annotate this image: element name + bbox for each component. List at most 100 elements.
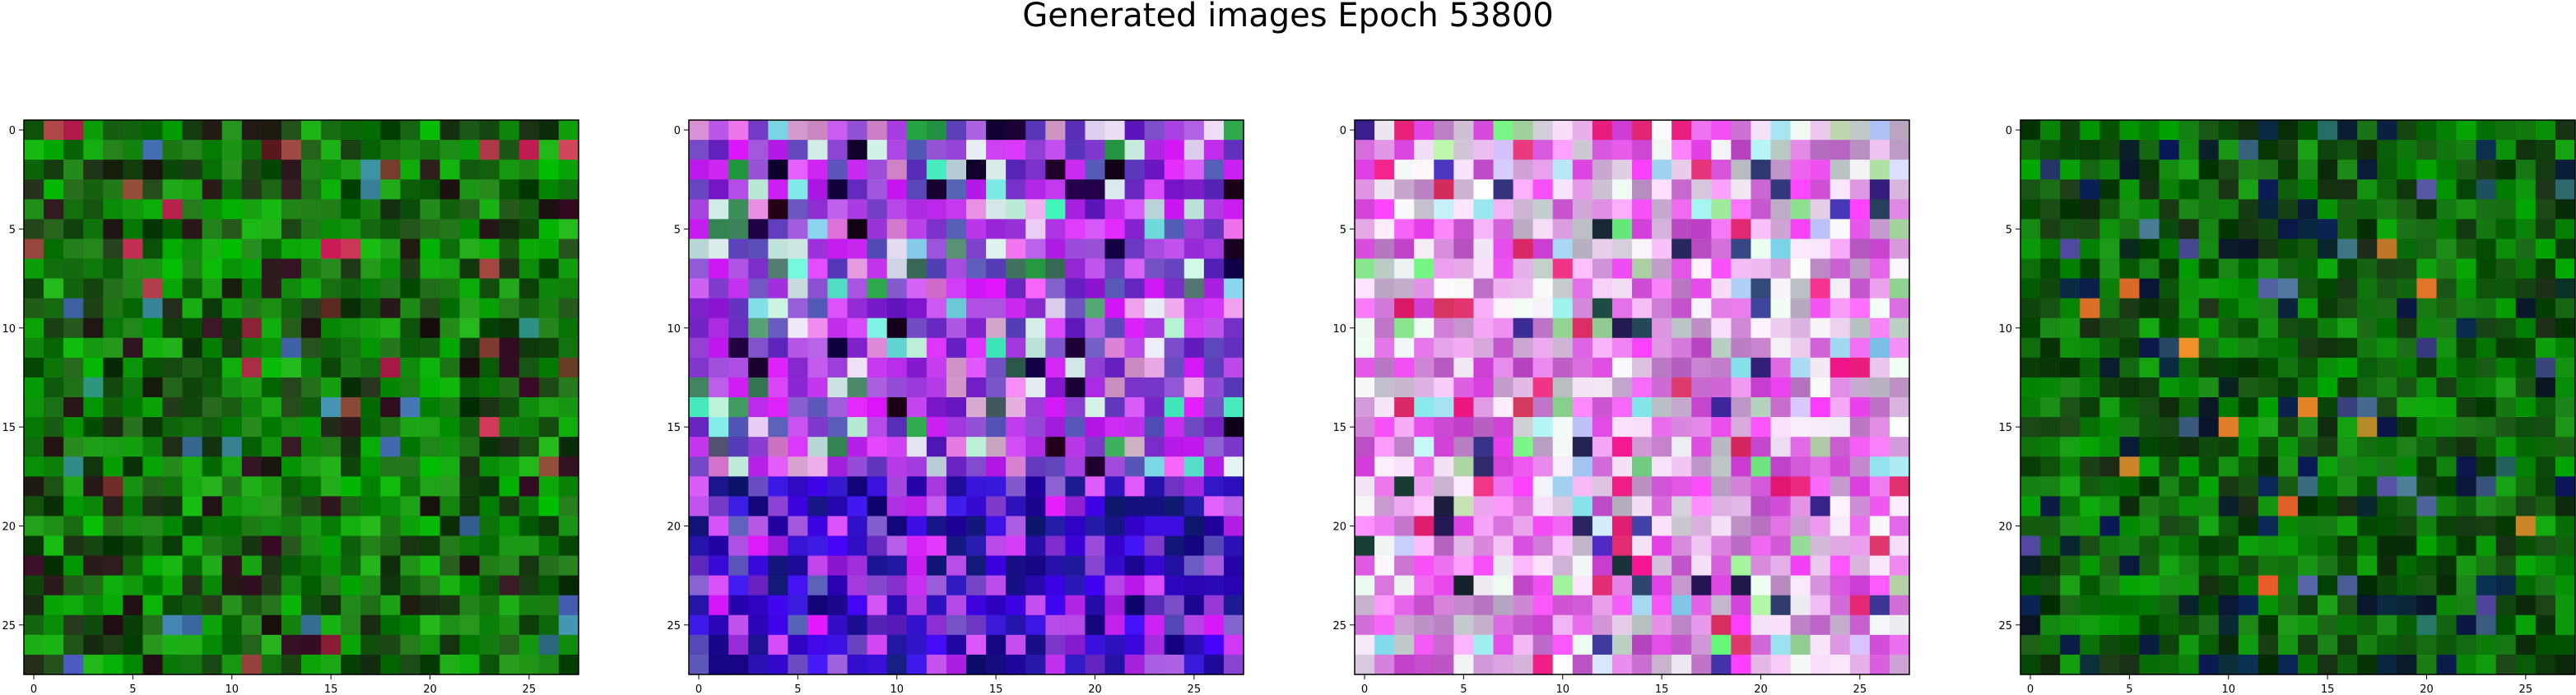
pixel-cell [2476,120,2497,141]
pixel-cell [886,179,908,200]
pixel-cell [400,476,421,497]
pixel-cell [1810,337,1831,359]
pixel-cell [221,595,243,616]
pixel-cell [1711,317,1732,339]
pixel-cell [1830,575,1851,596]
pixel-cell [1183,634,1205,656]
pixel-cell [2318,575,2338,596]
pixel-cell [2277,258,2299,280]
pixel-cell [360,634,381,656]
pixel-cell [1572,614,1593,636]
pixel-cell [420,417,441,438]
pixel-cell [2119,555,2141,577]
pixel-cell [400,496,421,517]
pixel-cell [966,535,987,557]
pixel-cell [2535,456,2556,477]
pixel-cell [1513,179,1534,200]
pixel-cell [1223,516,1244,537]
pixel-cell [1790,160,1811,180]
pixel-cell [1164,120,1185,141]
pixel-cell [2277,179,2299,200]
pixel-cell [748,199,769,220]
pixel-cell [788,298,809,319]
pixel-cell [748,160,769,180]
pixel-cell [1770,634,1792,656]
pixel-cell [1770,397,1792,418]
pixel-cell [1493,140,1514,160]
pixel-cell [709,219,729,240]
pixel-cell [44,337,64,359]
pixel-cell [2476,160,2497,180]
pixel-cell [1144,634,1165,656]
pixel-cell [1045,555,1066,577]
pixel-cell [281,516,302,537]
pixel-cell [946,595,967,616]
pixel-cell [499,397,520,418]
pixel-cell [1394,298,1415,319]
pixel-cell [847,179,868,200]
pixel-cell [1144,377,1165,398]
pixel-cell [24,278,44,299]
pixel-cell [261,555,282,577]
pixel-cell [24,337,44,359]
pixel-cell [807,555,829,577]
pixel-cell [768,160,788,180]
pixel-cell [1770,377,1792,398]
pixel-cell [2515,595,2536,616]
pixel-cell [2397,476,2418,497]
pixel-cell [689,516,709,537]
pixel-cell [1513,437,1534,457]
pixel-cell [439,140,461,160]
pixel-cell [2555,160,2576,180]
pixel-cell [2257,496,2279,517]
pixel-cell [2218,239,2239,260]
pixel-cell [360,555,381,577]
pixel-cell [1611,654,1633,675]
pixel-cell [1223,654,1244,675]
pixel-cell [2257,575,2279,596]
pixel-cell [1394,337,1415,359]
pixel-cell [1810,437,1831,457]
pixel-cell [499,456,520,477]
pixel-cell [301,417,322,438]
pixel-cell [1085,654,1106,675]
pixel-cell [1652,199,1672,220]
pixel-cell [558,516,579,537]
pixel-cell [2515,179,2536,200]
pixel-cell [241,575,263,596]
pixel-cell [1374,258,1395,280]
pixel-cell [1124,417,1146,438]
pixel-cell [2060,140,2081,160]
pixel-cell [906,437,928,457]
pixel-cell [2555,120,2576,141]
pixel-cell [1493,298,1514,319]
pixel-cell [2298,595,2318,616]
pixel-cell [2198,179,2220,200]
pixel-cell [1711,535,1732,557]
pixel-cell [2377,179,2397,200]
pixel-cell [261,634,282,656]
pixel-cell [341,317,361,339]
pixel-cell [2139,397,2160,418]
pixel-cell [63,654,84,675]
pixel-cell [2198,397,2220,418]
pixel-cell [103,437,123,457]
pixel-cell [142,634,164,656]
pixel-cell [44,120,64,141]
pixel-cell [986,614,1007,636]
pixel-cell [1532,476,1554,497]
pixel-cell [1869,555,1890,577]
pixel-cell [1434,377,1454,398]
pixel-cell [1830,179,1851,200]
pixel-cell [1513,516,1534,537]
pixel-cell [886,377,908,398]
pixel-cell [2159,298,2180,319]
pixel-cell [807,199,829,220]
pixel-cell [1513,120,1534,141]
pixel-cell [1203,377,1225,398]
pixel-cell [906,337,928,359]
pixel-cell [2298,278,2318,299]
pixel-cell [1572,357,1593,378]
pixel-cell [2495,417,2517,438]
pixel-cell [2555,575,2576,596]
